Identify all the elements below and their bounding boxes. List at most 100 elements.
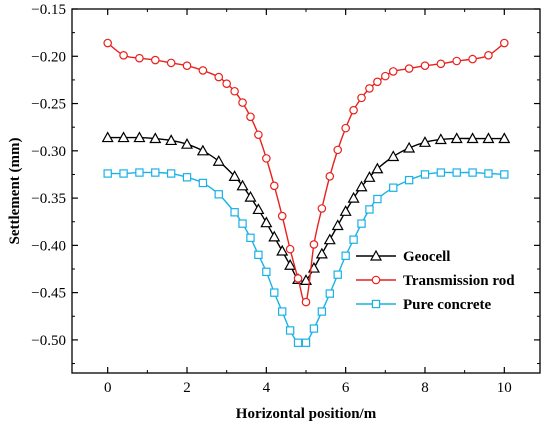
y-tick-label: −0.40	[31, 238, 66, 254]
data-point	[388, 67, 398, 76]
data-point	[452, 56, 462, 66]
data-point	[325, 172, 335, 181]
data-point	[285, 244, 295, 254]
data-point	[365, 84, 374, 93]
data-point	[381, 71, 390, 81]
series-layer	[101, 38, 511, 347]
legend-marker	[369, 249, 383, 261]
data-point	[434, 133, 447, 145]
y-tick-label: −0.30	[31, 144, 66, 160]
data-point	[333, 145, 343, 155]
data-point	[468, 54, 477, 64]
data-point	[468, 168, 477, 177]
data-point	[151, 168, 160, 177]
data-point	[238, 98, 247, 107]
data-point	[254, 250, 263, 260]
data-point	[333, 270, 342, 279]
data-point	[365, 205, 374, 214]
data-point	[315, 247, 328, 259]
data-point	[347, 191, 360, 203]
data-point	[309, 324, 319, 333]
data-point	[212, 154, 225, 166]
data-point	[309, 240, 319, 249]
data-point	[349, 105, 358, 115]
data-point	[246, 112, 255, 122]
data-point	[260, 216, 273, 228]
data-point	[198, 66, 208, 75]
data-point	[182, 61, 192, 71]
data-point	[238, 219, 247, 228]
data-point	[133, 131, 146, 143]
data-point	[222, 79, 231, 88]
data-point	[484, 51, 493, 60]
data-point	[198, 178, 208, 188]
data-point	[325, 289, 334, 298]
data-point	[262, 154, 271, 163]
data-point	[180, 137, 194, 149]
data-point	[500, 38, 509, 48]
data-point	[500, 170, 509, 179]
data-point	[270, 288, 279, 297]
axes: 0 2 4 6 8 10 −0.15 −0.20 −0.25 −0.30 −0.35 −0.40 −0.…	[31, 2, 541, 396]
data-point	[363, 171, 376, 182]
legend-label: Transmission rod	[403, 273, 515, 289]
y-tick-label: −0.35	[31, 191, 66, 207]
data-point	[482, 132, 495, 144]
data-point	[149, 132, 162, 144]
data-point	[293, 274, 303, 283]
data-point	[150, 55, 160, 65]
y-tick-label: −0.50	[31, 333, 66, 349]
data-point	[166, 169, 176, 178]
data-point	[236, 179, 249, 191]
x-axis-title: Horizontal position/m	[236, 406, 377, 422]
data-point	[293, 338, 303, 347]
legend-label: Geocell	[403, 249, 450, 265]
series-pure-concrete	[103, 168, 509, 347]
data-point	[418, 136, 432, 147]
data-point	[450, 132, 463, 144]
legend: Geocell Transmission rod Pure concrete	[356, 249, 515, 313]
data-point	[135, 53, 144, 63]
data-point	[268, 230, 281, 242]
data-point	[284, 258, 297, 270]
data-point	[119, 169, 128, 178]
legend-marker	[371, 275, 381, 285]
data-point	[355, 180, 368, 192]
data-point	[373, 194, 382, 204]
data-point	[254, 130, 263, 140]
data-point	[228, 170, 241, 181]
data-point	[285, 326, 295, 335]
data-point	[403, 141, 416, 153]
x-tick-label: 10	[497, 380, 512, 396]
data-point	[276, 244, 289, 256]
x-tick-label: 2	[183, 380, 191, 396]
data-point	[277, 211, 287, 221]
data-point	[244, 190, 257, 202]
data-point	[262, 267, 271, 277]
data-point	[269, 181, 279, 191]
data-point	[420, 170, 430, 179]
plot-frame	[71, 8, 541, 374]
data-point	[301, 338, 311, 347]
data-point	[103, 38, 112, 48]
x-tick-label: 8	[421, 380, 429, 396]
data-point	[341, 251, 350, 260]
data-point	[323, 233, 336, 245]
data-point	[119, 51, 128, 60]
data-point	[349, 235, 358, 244]
x-tick-label: 6	[342, 380, 350, 396]
data-point	[182, 173, 192, 182]
x-tick-label: 4	[263, 380, 271, 396]
y-tick-label: −0.25	[31, 97, 66, 113]
data-point	[357, 219, 366, 228]
data-point	[135, 168, 144, 177]
data-point	[214, 72, 224, 82]
data-point	[420, 61, 430, 71]
data-point	[466, 132, 479, 144]
y-tick-label: −0.20	[31, 49, 66, 65]
data-point	[103, 169, 112, 178]
series-geocell	[101, 131, 511, 285]
data-point	[404, 175, 414, 185]
legend-marker	[371, 299, 381, 309]
